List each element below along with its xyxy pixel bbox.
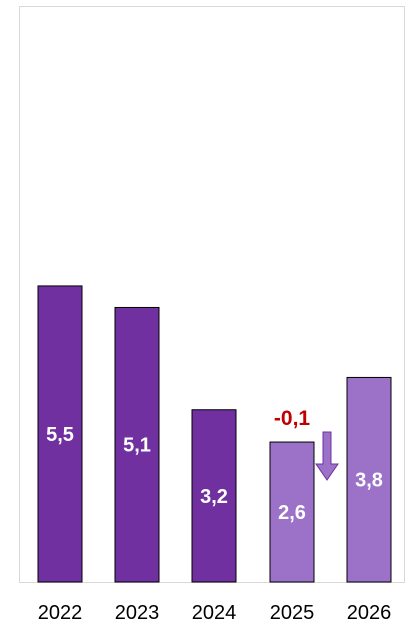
- bar-2022: [37, 285, 83, 583]
- x-tick-label-2023: 2023: [115, 602, 160, 624]
- bar-2024: [191, 409, 237, 583]
- value-label-2025: 2,6: [278, 502, 306, 524]
- x-tick-label-2024: 2024: [192, 602, 237, 624]
- x-tick-label-2022: 2022: [38, 602, 83, 624]
- x-tick-label-2025: 2025: [270, 602, 315, 624]
- bar-2025: [269, 441, 315, 583]
- value-label-2026: 3,8: [355, 470, 383, 492]
- bars-group: [37, 285, 392, 583]
- down-arrow-icon: [315, 431, 339, 481]
- value-label-2022: 5,5: [46, 424, 74, 446]
- bar-2023: [114, 306, 160, 583]
- delta-annotation-label: -0,1: [274, 407, 311, 430]
- change-annotation: -0,1: [274, 407, 339, 481]
- value-label-2024: 3,2: [200, 486, 228, 508]
- value-labels-group: 5,5 5,1 3,2 2,6 3,8: [46, 424, 383, 524]
- x-axis-labels-group: 2022 2023 2024 2025 2026: [38, 602, 392, 624]
- bar-2026: [346, 376, 392, 583]
- value-label-2023: 5,1: [123, 435, 151, 457]
- x-tick-label-2026: 2026: [347, 602, 392, 624]
